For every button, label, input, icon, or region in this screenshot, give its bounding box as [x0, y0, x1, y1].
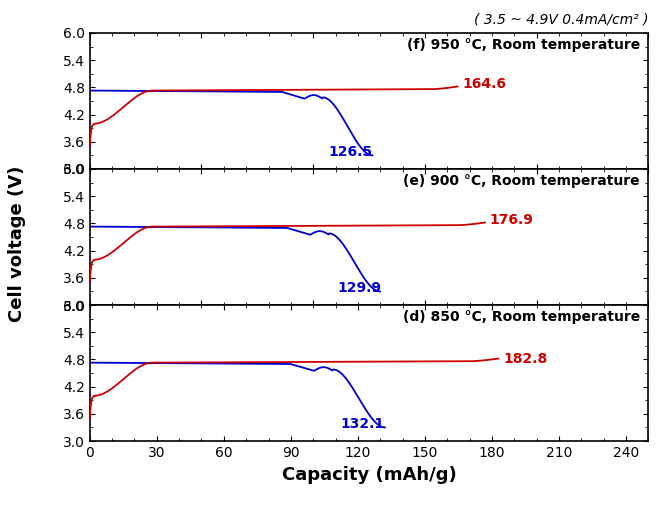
Text: 164.6: 164.6 — [463, 77, 507, 91]
Text: (d) 850 °C, Room temperature: (d) 850 °C, Room temperature — [403, 310, 640, 324]
Text: 126.5: 126.5 — [329, 146, 373, 159]
X-axis label: Capacity (mAh/g): Capacity (mAh/g) — [282, 465, 456, 484]
Text: 176.9: 176.9 — [489, 213, 533, 227]
Text: Cell voltage (V): Cell voltage (V) — [7, 165, 26, 321]
Text: (f) 950 °C, Room temperature: (f) 950 °C, Room temperature — [407, 39, 640, 52]
Text: ( 3.5 ~ 4.9V 0.4mA/cm² ): ( 3.5 ~ 4.9V 0.4mA/cm² ) — [474, 13, 648, 27]
Text: 129.9: 129.9 — [338, 281, 382, 296]
Text: (e) 900 °C, Room temperature: (e) 900 °C, Room temperature — [404, 174, 640, 189]
Text: 182.8: 182.8 — [503, 352, 547, 366]
Text: 132.1: 132.1 — [340, 417, 384, 431]
